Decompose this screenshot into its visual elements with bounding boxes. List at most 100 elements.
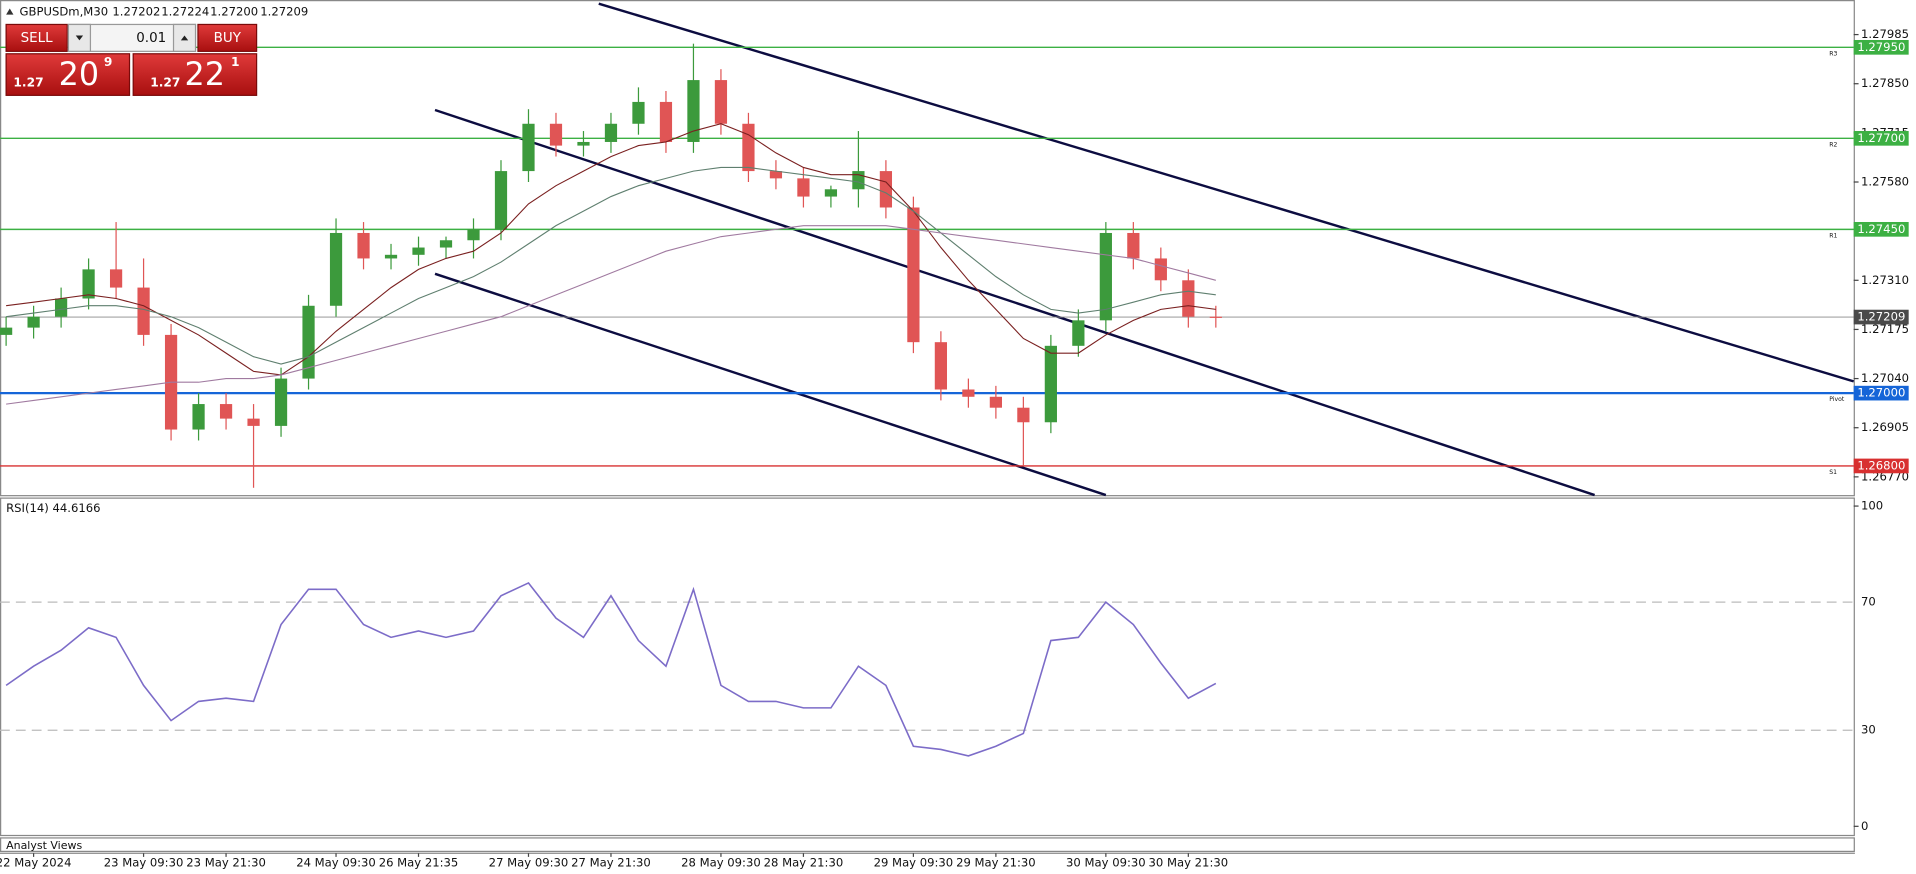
level-tag-label: 1.27450 xyxy=(1857,222,1905,236)
trend-line xyxy=(434,108,1596,497)
rsi-tick-label: 100 xyxy=(1861,499,1883,513)
y-tick-label: 1.27985 xyxy=(1861,27,1909,41)
candle-body xyxy=(604,123,618,142)
buy-price-small: 1 xyxy=(231,55,240,69)
bar-price: 1.27224 xyxy=(161,5,209,19)
candle-body xyxy=(522,123,535,172)
collapse-icon[interactable] xyxy=(6,8,14,15)
candle-body xyxy=(329,232,343,306)
trend-line xyxy=(598,2,1855,383)
candle-body xyxy=(714,80,728,124)
candle-body xyxy=(824,189,838,197)
level-tag-label: 1.27700 xyxy=(1857,131,1905,145)
rsi-line xyxy=(5,581,1217,757)
candle-body xyxy=(769,171,783,179)
candle-body xyxy=(1099,232,1112,321)
rsi-title: RSI(14) 44.6166 xyxy=(6,501,100,515)
level-name: R3 xyxy=(1829,50,1837,57)
x-tick-label: 27 May 09:30 xyxy=(489,855,569,869)
rsi-panel xyxy=(0,497,1855,837)
candle-body xyxy=(357,232,370,259)
rsi-tick-label: 70 xyxy=(1861,595,1876,609)
level-tag-label: 1.27000 xyxy=(1857,386,1905,400)
candle-body xyxy=(1154,258,1167,281)
down-arrow xyxy=(75,35,84,41)
x-tick-label: 23 May 21:30 xyxy=(186,855,266,869)
level-name: R2 xyxy=(1829,141,1837,148)
candle-body xyxy=(742,123,755,172)
symbol: GBPUSDm,M30 xyxy=(20,5,109,19)
buy-price-main: 22 xyxy=(185,57,225,93)
y-tick-label: 1.27310 xyxy=(1861,273,1909,287)
candle-body xyxy=(247,418,260,426)
moving-average xyxy=(6,123,1216,376)
bar-price: 1.27200 xyxy=(210,5,258,19)
level-tag xyxy=(1853,458,1909,474)
candle-body xyxy=(962,389,975,397)
candle-body xyxy=(687,80,700,142)
candle-body xyxy=(659,101,673,142)
buy-price-box[interactable] xyxy=(132,53,258,96)
buy-price-big: 1.27 xyxy=(150,76,180,90)
x-tick-label: 27 May 21:30 xyxy=(571,855,651,869)
candle-body xyxy=(302,305,315,379)
y-tick-label: 1.27850 xyxy=(1861,76,1909,90)
candle-body xyxy=(632,101,645,124)
sell-button[interactable] xyxy=(5,23,68,52)
candle-body xyxy=(192,404,205,430)
moving-average xyxy=(6,225,1216,405)
x-tick-label: 30 May 09:30 xyxy=(1066,855,1146,869)
x-tick-label: 28 May 21:30 xyxy=(764,855,844,869)
candle-body xyxy=(1209,316,1222,318)
candle-body xyxy=(989,396,1002,408)
candle-body xyxy=(1017,407,1030,423)
candle-body xyxy=(549,123,563,146)
rsi-tick-label: 0 xyxy=(1861,819,1868,833)
level-tag xyxy=(1853,385,1909,401)
candle-body xyxy=(577,141,590,146)
level-name: S1 xyxy=(1829,469,1837,476)
level-name: R1 xyxy=(1829,232,1837,239)
candle-body xyxy=(54,298,68,317)
x-tick-label: 29 May 21:30 xyxy=(956,855,1036,869)
candle-body xyxy=(384,254,398,259)
candle-body xyxy=(109,269,123,288)
current-price-label: 1.27209 xyxy=(1857,310,1905,324)
candle-body xyxy=(852,171,865,190)
sell-price-big: 1.27 xyxy=(13,76,43,90)
level-name: Pivot xyxy=(1829,396,1845,403)
x-tick-label: 28 May 09:30 xyxy=(681,855,761,869)
y-tick-label: 1.27175 xyxy=(1861,322,1909,336)
x-tick-label: 24 May 09:30 xyxy=(296,855,376,869)
sell-price-small: 9 xyxy=(104,55,113,69)
candle-body xyxy=(494,171,508,230)
rsi-tick-label: 30 xyxy=(1861,723,1876,737)
level-tag-label: 1.27950 xyxy=(1857,40,1905,54)
analyst-bar xyxy=(0,837,1855,852)
candle-body xyxy=(0,327,13,335)
volume[interactable]: 0.01 xyxy=(136,31,166,46)
x-tick-label: 30 May 21:30 xyxy=(1149,855,1229,869)
x-tick-label: 23 May 09:30 xyxy=(104,855,184,869)
sell-label: SELL xyxy=(21,31,54,46)
candle-body xyxy=(1072,320,1085,346)
candle-body xyxy=(907,207,920,343)
candle-body xyxy=(439,240,453,248)
sell-price-box[interactable] xyxy=(5,53,131,96)
x-tick-label: 26 May 21:35 xyxy=(379,855,459,869)
analyst-views[interactable]: Analyst Views xyxy=(6,839,82,852)
candle-body xyxy=(879,171,893,208)
level-tag-label: 1.26800 xyxy=(1857,458,1905,472)
buy-button[interactable] xyxy=(197,23,258,52)
level-tag xyxy=(1853,221,1909,237)
main-panel xyxy=(0,0,1855,497)
candle-body xyxy=(1182,280,1195,317)
moving-average xyxy=(6,166,1216,365)
sell-price-main: 20 xyxy=(59,57,99,93)
x-tick-label: 22 May 2024 xyxy=(0,855,71,869)
trend-lines xyxy=(434,2,1855,497)
candle-body xyxy=(137,287,150,335)
bar-price: 1.27202 xyxy=(112,5,160,19)
